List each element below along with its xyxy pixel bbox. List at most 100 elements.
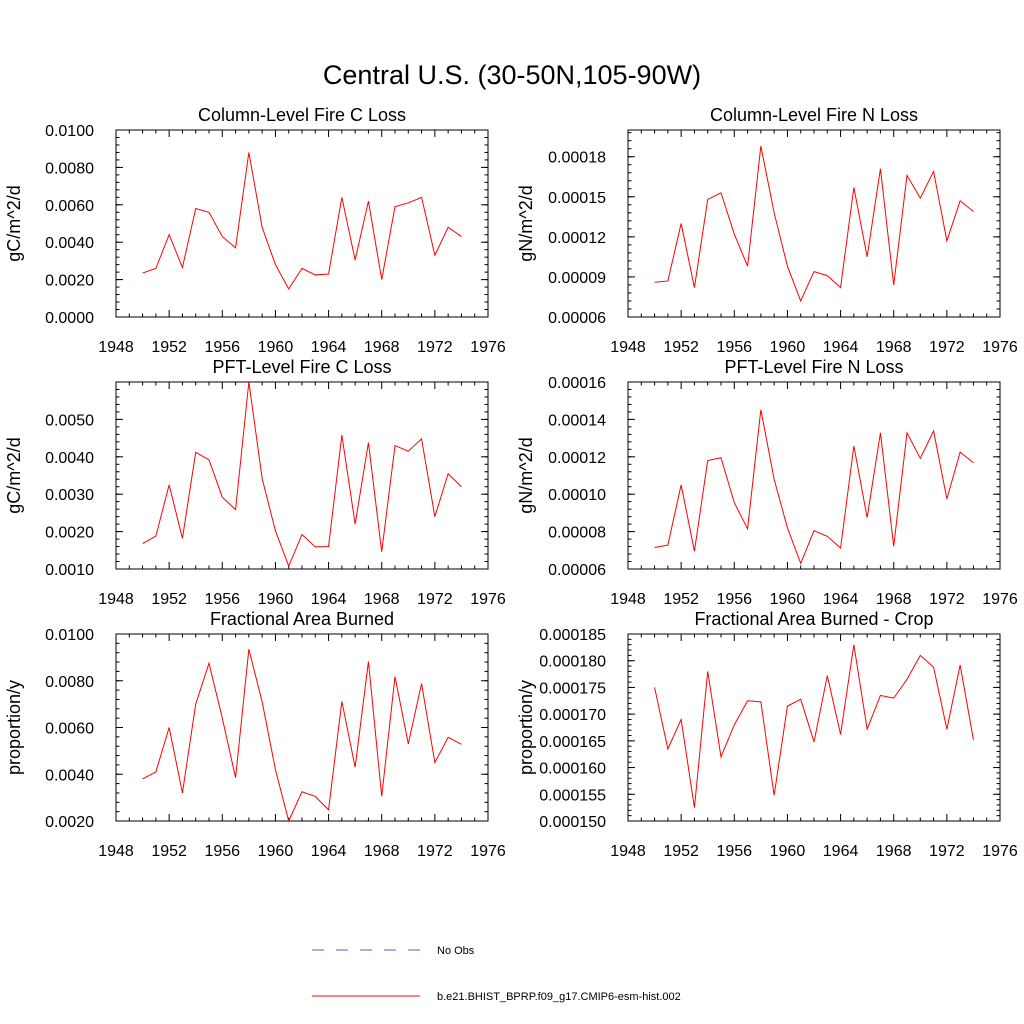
x-tick-label: 1964 (311, 339, 347, 356)
x-tick-label: 1964 (823, 591, 859, 608)
y-axis-label: gN/m^2/d (516, 437, 536, 513)
x-tick-label: 1964 (311, 843, 347, 860)
y-tick-label: 0.0060 (45, 198, 94, 215)
y-tick-label: 0.00006 (548, 310, 606, 327)
series-line (142, 152, 462, 290)
y-tick-label: 0.000150 (539, 814, 606, 831)
y-tick-label: 0.0080 (45, 674, 94, 691)
x-tick-label: 1972 (929, 843, 965, 860)
y-tick-label: 0.0040 (45, 235, 94, 252)
x-tick-label: 1956 (716, 591, 752, 608)
legend: No Obs b.e21.BHIST_BPRP.f09_g17.CMIP6-es… (312, 945, 681, 1003)
y-tick-label: 0.0040 (45, 450, 94, 467)
panel-title: Fractional Area Burned (210, 609, 394, 629)
y-tick-label: 0.0010 (45, 562, 94, 579)
series-line (654, 644, 974, 808)
x-tick-label: 1972 (417, 591, 453, 608)
x-tick-label: 1972 (417, 339, 453, 356)
y-tick-label: 0.0020 (45, 273, 94, 290)
x-tick-label: 1956 (204, 843, 240, 860)
series-line (142, 381, 462, 568)
panel-6: Fractional Area Burned - Crop proportion/… (516, 609, 1018, 860)
plot-frame (115, 129, 489, 318)
y-tick-label: 0.0030 (45, 487, 94, 504)
main-title: Central U.S. (30-50N,105-90W) (323, 60, 701, 90)
x-tick-label: 1972 (929, 591, 965, 608)
y-tick-label: 0.0060 (45, 721, 94, 738)
y-tick-label: 0.000160 (539, 761, 606, 778)
y-tick-label: 0.00015 (548, 190, 606, 207)
x-tick-label: 1948 (98, 339, 134, 356)
y-tick-label: 0.00012 (548, 450, 606, 467)
x-tick-label: 1976 (470, 591, 506, 608)
panel-title: PFT-Level Fire C Loss (212, 357, 391, 377)
y-tick-label: 0.00014 (548, 412, 606, 429)
y-axis-label: gN/m^2/d (516, 185, 536, 261)
x-tick-label: 1976 (982, 843, 1018, 860)
panel-1: Column-Level Fire C Loss gC/m^2/d 1948 1952… (4, 105, 506, 356)
x-tick-label: 1964 (823, 339, 859, 356)
x-tick-label: 1964 (311, 591, 347, 608)
y-tick-label: 0.000165 (539, 734, 606, 751)
x-tick-label: 1964 (823, 843, 859, 860)
y-tick-label: 0.0000 (45, 310, 94, 327)
y-axis-label: proportion/y (4, 680, 24, 775)
series-line (142, 649, 462, 823)
panel-3: PFT-Level Fire C Loss gC/m^2/d 1948 1952 195… (4, 357, 506, 608)
x-tick-label: 1960 (258, 591, 294, 608)
panel-title: PFT-Level Fire N Loss (724, 357, 903, 377)
x-tick-label: 1948 (98, 843, 134, 860)
x-tick-label: 1960 (258, 339, 294, 356)
x-tick-label: 1968 (876, 591, 912, 608)
x-tick-label: 1976 (982, 339, 1018, 356)
series-line (654, 145, 974, 303)
x-tick-label: 1956 (204, 339, 240, 356)
x-tick-label: 1976 (982, 591, 1018, 608)
y-tick-label: 0.00008 (548, 525, 606, 542)
y-tick-label: 0.000175 (539, 680, 606, 697)
x-tick-label: 1948 (610, 591, 646, 608)
plot-frame (115, 381, 489, 570)
x-tick-label: 1976 (470, 339, 506, 356)
plot-frame (627, 381, 1001, 570)
x-tick-label: 1976 (470, 843, 506, 860)
x-tick-label: 1952 (663, 339, 699, 356)
panel-2: Column-Level Fire N Loss gN/m^2/d 1948 1952… (516, 105, 1018, 356)
y-tick-label: 0.00018 (548, 150, 606, 167)
legend-label-model: b.e21.BHIST_BPRP.f09_g17.CMIP6-esm-hist.… (437, 991, 681, 1003)
x-tick-label: 1972 (929, 339, 965, 356)
x-tick-label: 1952 (663, 591, 699, 608)
panel-title: Fractional Area Burned - Crop (694, 609, 933, 629)
y-axis-label: gC/m^2/d (4, 437, 24, 513)
x-tick-label: 1952 (151, 843, 187, 860)
y-tick-label: 0.00010 (548, 487, 606, 504)
panels: Column-Level Fire C Loss gC/m^2/d 1948 1952… (4, 105, 1018, 860)
y-tick-label: 0.000185 (539, 627, 606, 644)
panel-title: Column-Level Fire C Loss (198, 105, 406, 125)
x-tick-label: 1968 (364, 339, 400, 356)
panel-4: PFT-Level Fire N Loss gN/m^2/d 1948 1952 195… (516, 357, 1018, 608)
y-tick-label: 0.0040 (45, 767, 94, 784)
y-axis-label: proportion/y (516, 680, 536, 775)
panel-5: Fractional Area Burned proportion/y 1948 19… (4, 609, 506, 860)
x-tick-label: 1948 (610, 339, 646, 356)
y-tick-label: 0.000155 (539, 787, 606, 804)
x-tick-label: 1948 (98, 591, 134, 608)
y-tick-label: 0.0050 (45, 412, 94, 429)
panel-title: Column-Level Fire N Loss (710, 105, 918, 125)
legend-label-no-obs: No Obs (437, 945, 475, 957)
x-tick-label: 1956 (204, 591, 240, 608)
x-tick-label: 1956 (716, 339, 752, 356)
y-tick-label: 0.00009 (548, 270, 606, 287)
x-tick-label: 1948 (610, 843, 646, 860)
x-tick-label: 1968 (876, 843, 912, 860)
plot-frame (627, 129, 1001, 318)
y-tick-label: 0.0020 (45, 814, 94, 831)
y-tick-label: 0.0080 (45, 160, 94, 177)
y-tick-label: 0.000170 (539, 707, 606, 724)
series-line (654, 409, 974, 565)
x-tick-label: 1968 (876, 339, 912, 356)
y-tick-label: 0.00006 (548, 562, 606, 579)
x-tick-label: 1960 (770, 339, 806, 356)
